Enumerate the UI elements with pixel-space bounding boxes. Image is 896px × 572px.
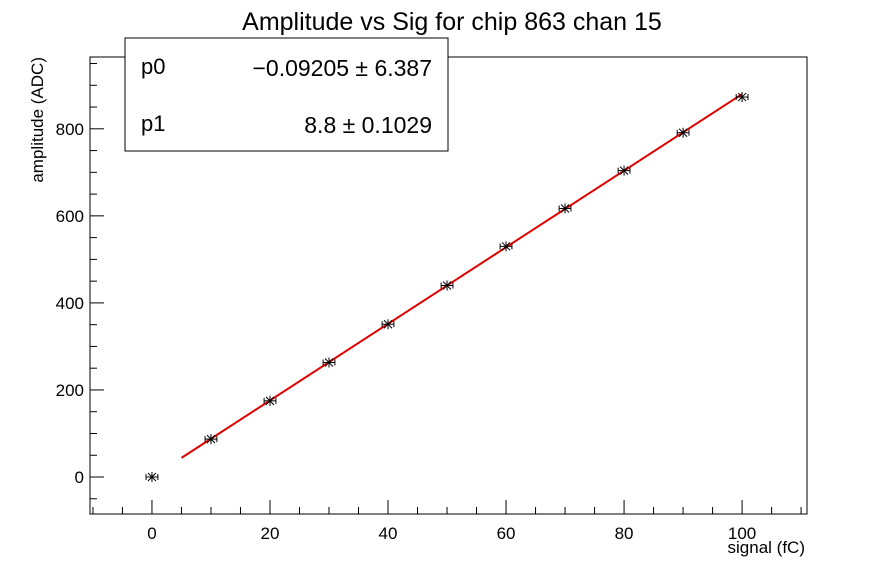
y-tick-label: 800 [56,120,84,139]
data-point [263,395,277,406]
x-tick-label: 20 [261,524,280,543]
x-tick-label: 60 [497,524,516,543]
data-point [322,357,336,368]
y-axis-ticks [90,63,104,500]
data-point [499,241,513,252]
fit-param-value-p0: −0.09205 ± 6.387 [252,55,432,81]
x-axis-tick-labels: 0 20 40 60 80 100 [147,524,756,543]
y-tick-label: 400 [56,294,84,313]
data-point [440,280,454,291]
x-tick-label: 0 [147,524,156,543]
data-points [145,92,749,483]
y-tick-label: 0 [75,468,84,487]
y-tick-label: 600 [56,207,84,226]
y-axis-label: amplitude (ADC) [28,57,47,183]
data-point [617,165,631,176]
chart-title: Amplitude vs Sig for chip 863 chan 15 [242,8,662,36]
y-axis-tick-labels: 0 200 400 600 800 [56,120,84,487]
x-tick-label: 80 [615,524,634,543]
fit-param-name-p1: p1 [141,111,165,136]
fit-param-value-p1: 8.8 ± 0.1029 [304,112,432,138]
fit-line [180,93,743,459]
x-tick-label: 40 [379,524,398,543]
data-point [204,434,218,445]
data-point [145,472,159,483]
data-point [676,127,690,138]
fit-stats-box-border [124,37,449,152]
y-tick-label: 200 [56,381,84,400]
x-axis-label: signal (fC) [728,538,805,557]
data-point [381,319,395,330]
fit-param-name-p0: p0 [141,54,165,79]
fit-stats-box: p0 −0.09205 ± 6.387 p1 8.8 ± 0.1029 [124,37,449,152]
data-point [558,203,572,214]
fit-line-group [180,93,743,459]
data-point [735,92,749,103]
x-axis-ticks [92,500,802,514]
x-tick-label: 100 [728,524,756,543]
